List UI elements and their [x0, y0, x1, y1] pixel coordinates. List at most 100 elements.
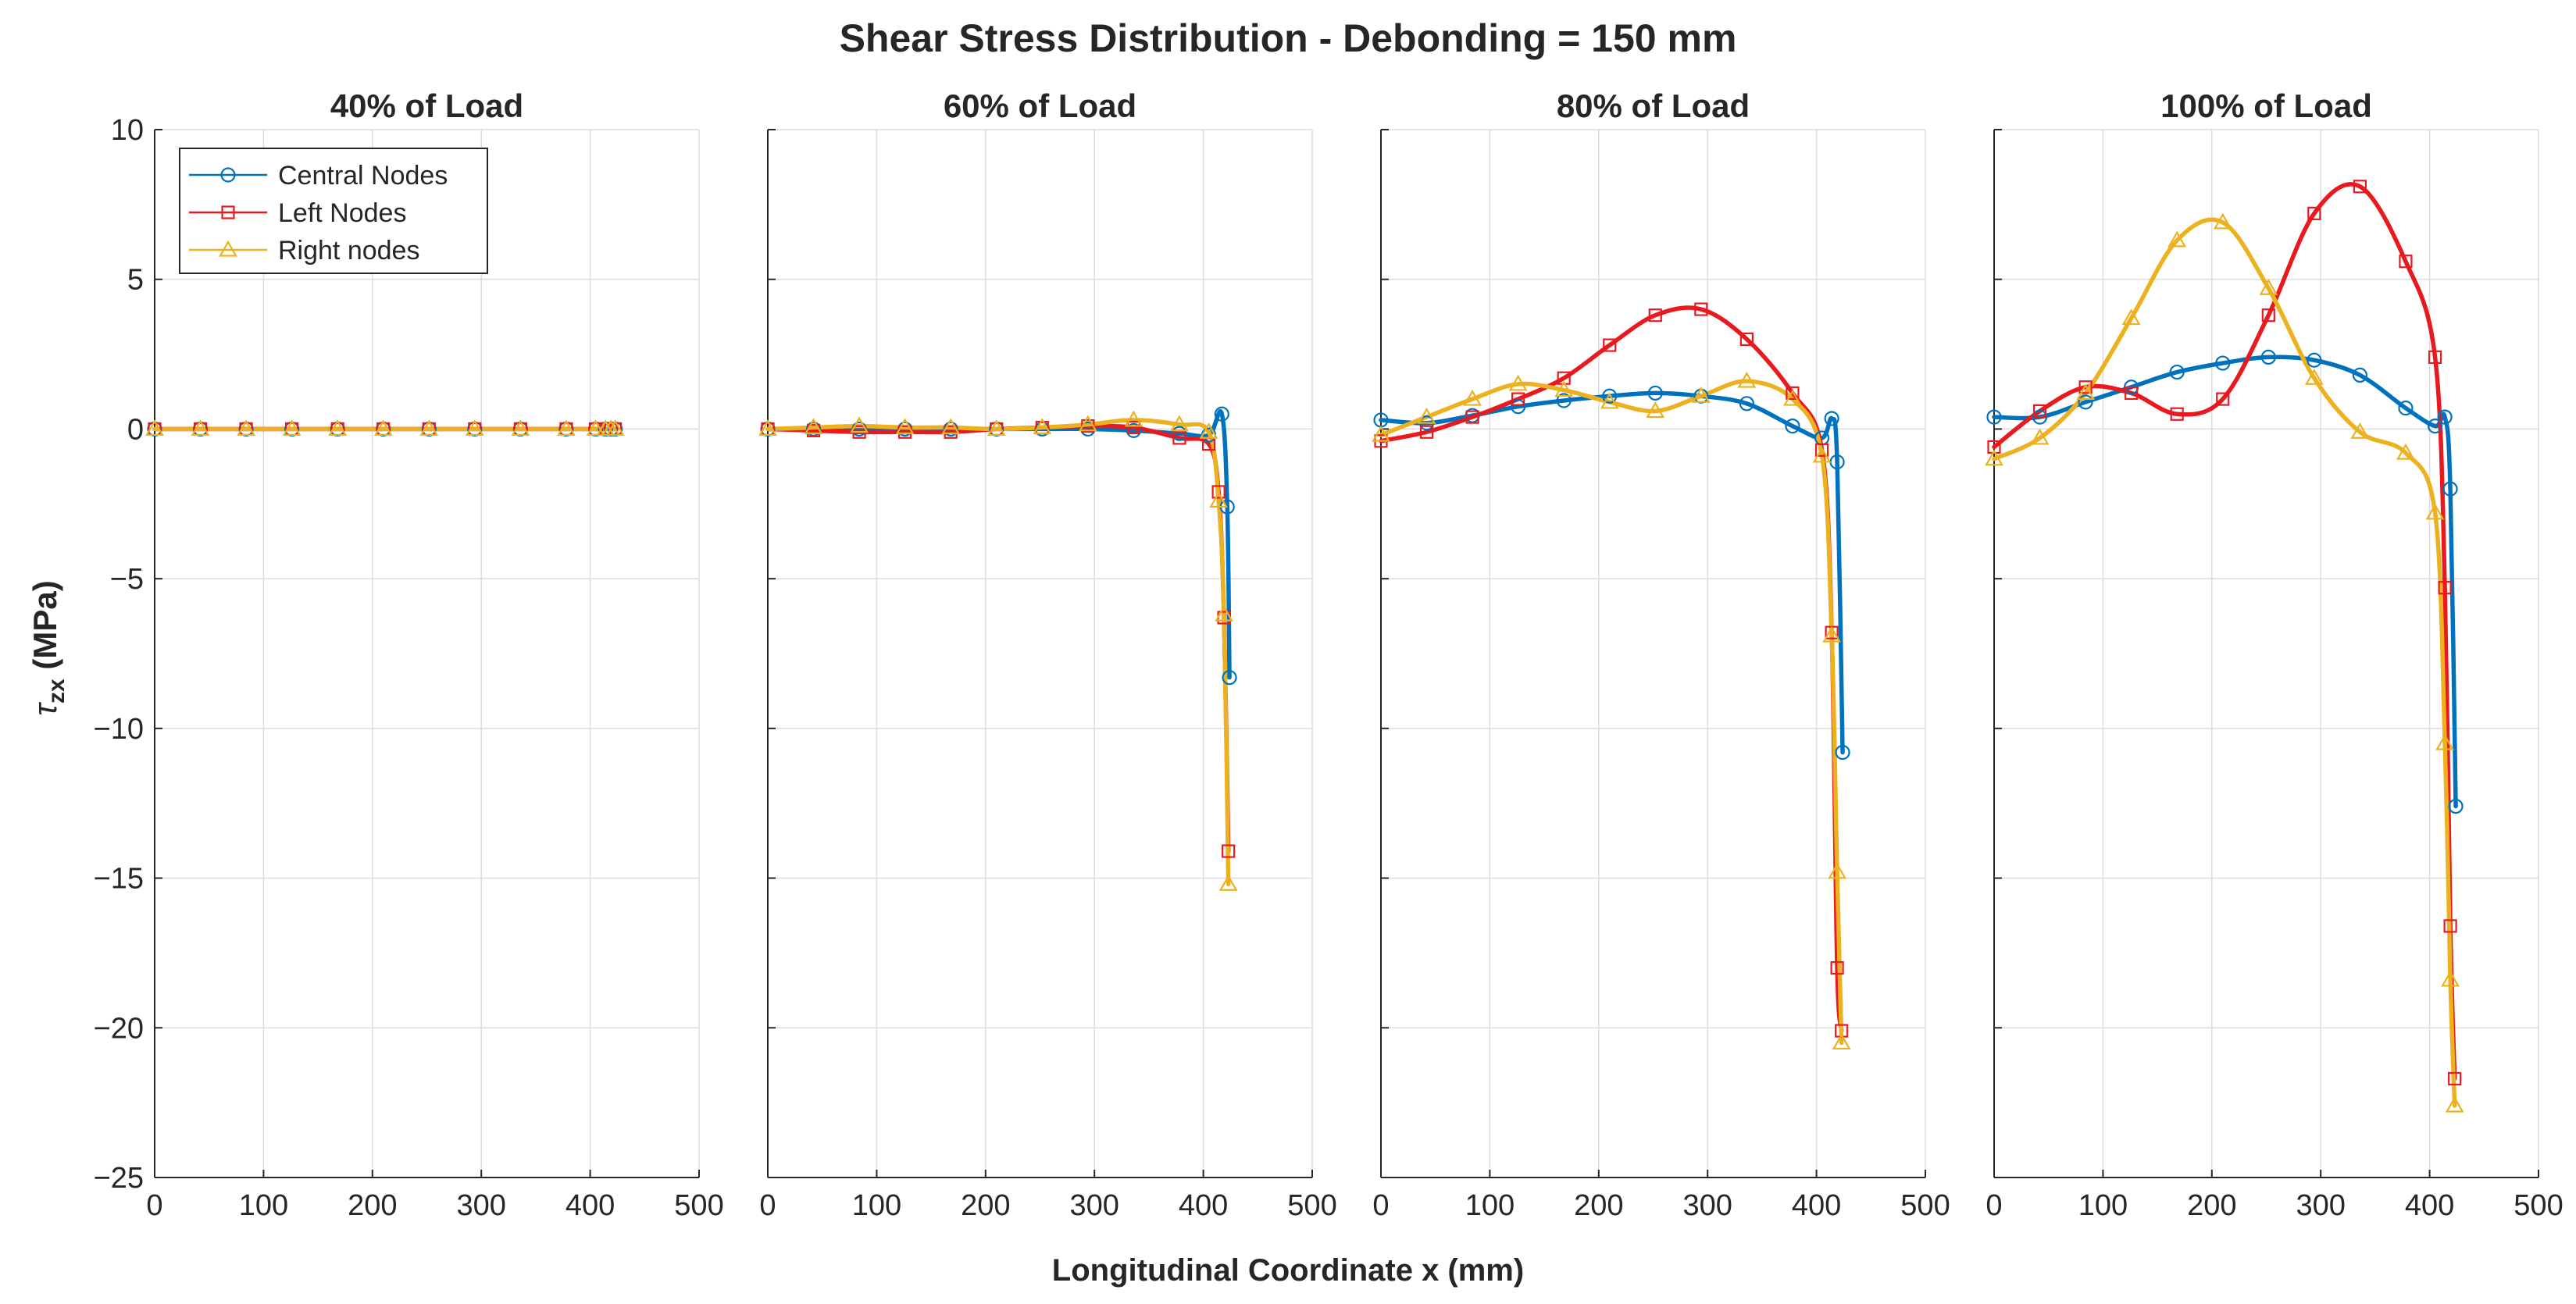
- data-point-triangle: [586, 419, 605, 436]
- data-point-circle: [1511, 399, 1526, 415]
- data-point-triangle: [2441, 970, 2460, 987]
- data-point-square: [1739, 332, 1754, 346]
- x-tick-label: 0: [1372, 1189, 1389, 1222]
- legend-marker-triangle: [219, 240, 237, 257]
- data-point-square: [1222, 844, 1236, 858]
- data-point-square: [2438, 581, 2452, 595]
- data-point-triangle: [758, 419, 777, 436]
- data-point-triangle: [2259, 279, 2278, 295]
- data-point-triangle: [1646, 401, 1665, 419]
- x-tick-label: 200: [2187, 1189, 2236, 1222]
- y-tick-label: 10: [111, 114, 144, 147]
- data-point-triangle: [2304, 369, 2324, 385]
- x-tick-label: 0: [146, 1189, 162, 1222]
- data-point-square: [898, 425, 912, 439]
- x-tick-label: 500: [1287, 1189, 1336, 1222]
- data-point-square: [1126, 420, 1140, 435]
- data-point-triangle: [419, 419, 439, 436]
- x-tick-label: 100: [852, 1189, 901, 1222]
- y-axis-label-tau: τ: [27, 702, 63, 716]
- data-point-circle: [1739, 396, 1754, 412]
- data-point-square: [2216, 392, 2230, 406]
- data-point-triangle: [2396, 443, 2415, 460]
- plot-area: [1381, 130, 1925, 1178]
- data-point-triangle: [2030, 428, 2050, 445]
- y-tick-label: 5: [127, 264, 144, 297]
- series-line-central-nodes: [1992, 355, 2458, 809]
- x-axis-label: Longitudinal Coordinate x (mm): [1052, 1253, 1524, 1288]
- panel-title: 60% of Load: [944, 87, 1136, 124]
- data-point-square: [2170, 407, 2184, 421]
- y-tick-label: 0: [127, 413, 144, 446]
- data-point-triangle: [1508, 374, 1528, 391]
- x-tick-label: 100: [2078, 1189, 2128, 1222]
- data-point-triangle: [1124, 410, 1144, 427]
- data-point-square: [2353, 180, 2367, 194]
- series-line-right-nodes: [1379, 379, 1844, 1046]
- data-point-circle: [1222, 670, 1237, 686]
- data-point-circle: [2442, 481, 2458, 497]
- data-point-triangle: [1215, 604, 1233, 622]
- data-point-circle: [1785, 418, 1800, 434]
- data-point-triangle: [2435, 733, 2455, 750]
- data-point-triangle: [1209, 491, 1229, 508]
- legend-label: Right nodes: [278, 236, 419, 265]
- data-point-square: [1814, 443, 1829, 457]
- data-point-triangle: [850, 416, 869, 433]
- data-point-triangle: [1783, 389, 1802, 406]
- data-point-square: [1648, 308, 1662, 322]
- data-point-triangle: [2350, 422, 2370, 439]
- data-point-square: [2261, 308, 2275, 322]
- data-point-square: [1419, 425, 1434, 439]
- data-point-triangle: [1600, 392, 1619, 409]
- data-point-square: [944, 425, 958, 439]
- data-point-square: [1603, 338, 1617, 352]
- data-point-triangle: [2076, 383, 2095, 401]
- plot-area: [768, 130, 1312, 1178]
- plot-area: [155, 130, 699, 1178]
- data-point-circle: [2260, 349, 2276, 365]
- data-point-circle: [2427, 418, 2443, 434]
- panel-title: 100% of Load: [2160, 87, 2372, 124]
- data-point-triangle: [1218, 875, 1238, 891]
- data-point-square: [1694, 302, 1708, 316]
- data-point-square: [2448, 1071, 2462, 1086]
- data-point-circle: [1647, 385, 1663, 401]
- x-tick-label: 400: [2405, 1189, 2454, 1222]
- data-point-square: [1172, 431, 1186, 445]
- data-point-triangle: [1822, 625, 1842, 643]
- chart-title: Shear Stress Distribution - Debonding = …: [840, 16, 1737, 60]
- data-point-triangle: [465, 419, 484, 436]
- data-point-circle: [2169, 364, 2185, 380]
- panel-title: 80% of Load: [1557, 87, 1750, 124]
- x-tick-label: 400: [1179, 1189, 1228, 1222]
- legend-label: Central Nodes: [278, 161, 448, 191]
- data-point-triangle: [1832, 1033, 1851, 1050]
- data-point-square: [2399, 255, 2413, 269]
- panel-4: 0 100 200 300 400 500 100% of Load: [1985, 87, 2564, 1222]
- x-tick-label: 200: [348, 1189, 397, 1222]
- data-point-square: [1211, 485, 1226, 499]
- data-point-circle: [1835, 744, 1850, 761]
- data-point-triangle: [987, 419, 1006, 436]
- data-point-triangle: [145, 419, 164, 436]
- data-point-triangle: [373, 419, 393, 436]
- data-point-circle: [1556, 393, 1572, 408]
- data-point-circle: [2437, 409, 2453, 425]
- x-tick-label: 300: [1069, 1189, 1119, 1222]
- data-point-circle: [2352, 367, 2367, 383]
- x-tick-label: 0: [1986, 1189, 2002, 1222]
- panel-title: 40% of Load: [330, 87, 523, 124]
- data-point-square: [1465, 410, 1479, 424]
- data-point-circle: [1214, 406, 1229, 422]
- legend-marker-circle: [220, 167, 236, 183]
- data-point-square: [1830, 960, 1844, 975]
- x-tick-label: 200: [961, 1189, 1010, 1222]
- y-axis-label-subscript: zx: [44, 679, 70, 704]
- data-point-triangle: [1463, 389, 1482, 406]
- y-tick-label: −20: [94, 1012, 144, 1045]
- legend-label: Left Nodes: [278, 198, 406, 228]
- data-point-triangle: [237, 419, 255, 436]
- data-point-triangle: [1372, 425, 1390, 442]
